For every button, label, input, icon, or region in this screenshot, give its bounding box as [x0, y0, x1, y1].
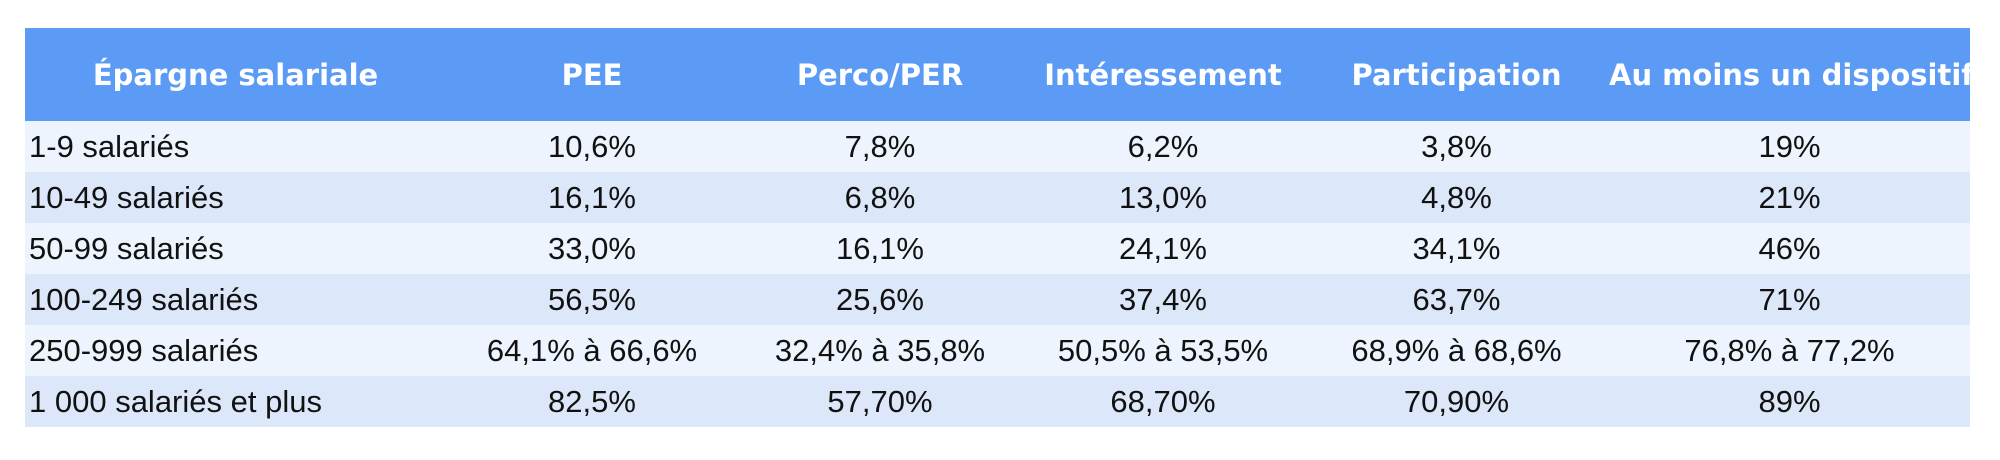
- table-cell: 37,4%: [1022, 274, 1304, 325]
- header-cell: Intéressement: [1022, 28, 1304, 121]
- table-cell: 25,6%: [738, 274, 1022, 325]
- table-cell: 68,9% à 68,6%: [1304, 325, 1609, 376]
- table-cell: 76,8% à 77,2%: [1609, 325, 1970, 376]
- table-cell: 82,5%: [446, 376, 738, 427]
- table-cell: 34,1%: [1304, 223, 1609, 274]
- table-row: 50-99 salariés 33,0% 16,1% 24,1% 34,1% 46%: [25, 223, 1970, 274]
- table-cell: 21%: [1609, 172, 1970, 223]
- header-cell: Au moins un dispositif: [1609, 28, 1970, 121]
- row-label: 100-249 salariés: [25, 274, 446, 325]
- table-cell: 6,8%: [738, 172, 1022, 223]
- table-cell: 6,2%: [1022, 121, 1304, 172]
- table-cell: 63,7%: [1304, 274, 1609, 325]
- data-table: Épargne salariale PEE Perco/PER Intéresseme…: [25, 28, 1970, 427]
- header-cell: Épargne salariale: [25, 28, 446, 121]
- header-cell: Perco/PER: [738, 28, 1022, 121]
- table-cell: 13,0%: [1022, 172, 1304, 223]
- table-cell: 32,4% à 35,8%: [738, 325, 1022, 376]
- table-cell: 56,5%: [446, 274, 738, 325]
- table-cell: 16,1%: [738, 223, 1022, 274]
- row-label: 1 000 salariés et plus: [25, 376, 446, 427]
- table-cell: 71%: [1609, 274, 1970, 325]
- table-cell: 50,5% à 53,5%: [1022, 325, 1304, 376]
- table-cell: 3,8%: [1304, 121, 1609, 172]
- row-label: 1-9 salariés: [25, 121, 446, 172]
- table-cell: 46%: [1609, 223, 1970, 274]
- table-cell: 10,6%: [446, 121, 738, 172]
- header-cell: PEE: [446, 28, 738, 121]
- table-cell: 68,70%: [1022, 376, 1304, 427]
- table-cell: 16,1%: [446, 172, 738, 223]
- header-row: Épargne salariale PEE Perco/PER Intéresseme…: [25, 28, 1970, 121]
- table-row: 1-9 salariés 10,6% 7,8% 6,2% 3,8% 19%: [25, 121, 1970, 172]
- table-cell: 57,70%: [738, 376, 1022, 427]
- table-cell: 70,90%: [1304, 376, 1609, 427]
- header-cell: Participation: [1304, 28, 1609, 121]
- table-cell: 64,1% à 66,6%: [446, 325, 738, 376]
- table-cell: 33,0%: [446, 223, 738, 274]
- row-label: 10-49 salariés: [25, 172, 446, 223]
- table-row: 10-49 salariés 16,1% 6,8% 13,0% 4,8% 21%: [25, 172, 1970, 223]
- table-body: 1-9 salariés 10,6% 7,8% 6,2% 3,8% 19% 10-49 sa…: [25, 121, 1970, 427]
- table-row: 250-999 salariés 64,1% à 66,6% 32,4% à 35,…: [25, 325, 1970, 376]
- row-label: 50-99 salariés: [25, 223, 446, 274]
- table-cell: 89%: [1609, 376, 1970, 427]
- table-cell: 7,8%: [738, 121, 1022, 172]
- table-row: 1 000 salariés et plus 82,5% 57,70% 68,70% 7…: [25, 376, 1970, 427]
- table-cell: 24,1%: [1022, 223, 1304, 274]
- row-label: 250-999 salariés: [25, 325, 446, 376]
- table-cell: 19%: [1609, 121, 1970, 172]
- table-cell: 4,8%: [1304, 172, 1609, 223]
- table-row: 100-249 salariés 56,5% 25,6% 37,4% 63,7% 71%: [25, 274, 1970, 325]
